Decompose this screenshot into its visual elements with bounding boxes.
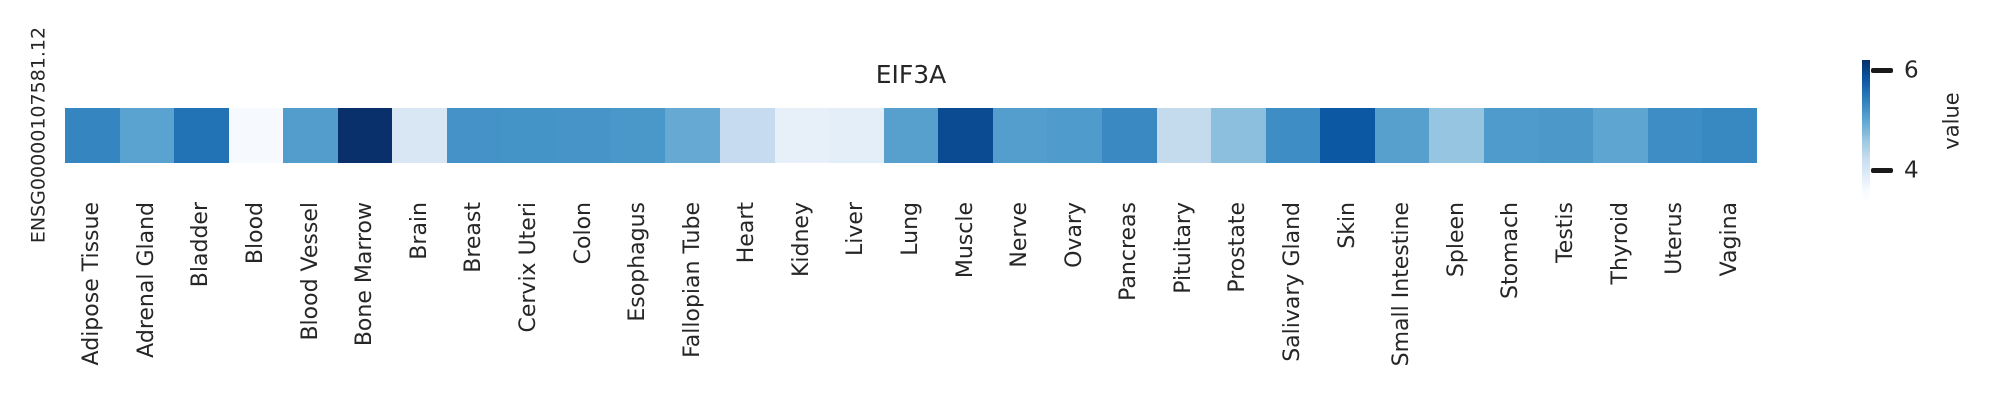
chart-title: EIF3A [875, 60, 947, 89]
heatmap-cell [610, 108, 666, 163]
x-tick-label: Brain [406, 202, 432, 260]
heatmap-cell [1320, 108, 1375, 163]
x-tick-label: Muscle [952, 202, 978, 279]
heatmap-cell [174, 108, 229, 163]
heatmap-cell [719, 108, 775, 163]
x-tick-label: Skin [1334, 202, 1360, 249]
x-tick-label: Prostate [1225, 202, 1251, 293]
heatmap-cell [1047, 108, 1102, 163]
x-tick-label: Adipose Tissue [79, 202, 105, 366]
colorbar-axis-label: value [1939, 92, 1964, 150]
x-tick-label: Esophagus [625, 202, 651, 322]
heatmap-cell [283, 108, 338, 163]
heatmap-cell [1484, 108, 1539, 163]
x-tick-label: Blood Vessel [297, 202, 323, 341]
heatmap-cell [938, 108, 993, 163]
colorbar-extend-triangle [1862, 190, 1870, 208]
heatmap-cell [992, 108, 1048, 163]
x-tick-label: Ovary [1061, 202, 1087, 268]
heatmap-cell [1265, 108, 1321, 163]
heatmap-cell [556, 108, 611, 163]
x-tick-label: Bone Marrow [352, 202, 378, 347]
heatmap-cell [774, 108, 830, 163]
heatmap-cell [829, 108, 884, 163]
heatmap-cell [1211, 108, 1266, 163]
heatmap-cell [119, 108, 175, 163]
x-tick-label: Breast [461, 202, 487, 273]
colorbar-tick-mark-4 [1871, 168, 1893, 173]
heatmap-cell [228, 108, 284, 163]
x-tick-label: Bladder [188, 202, 214, 288]
heatmap-cell [392, 108, 448, 163]
x-tick-label: Colon [570, 202, 596, 265]
x-tick-label: Kidney [788, 202, 814, 278]
colorbar-tick-label-6: 6 [1904, 57, 1919, 84]
x-tick-label: Thyroid [1607, 202, 1633, 285]
x-tick-label: Liver [843, 202, 869, 256]
heatmap-cell [1429, 108, 1485, 163]
x-tick-label: Pituitary [1170, 202, 1196, 294]
x-tick-label: Pancreas [1116, 202, 1142, 301]
heatmap-row [65, 108, 1757, 163]
heatmap-cell [883, 108, 939, 163]
x-tick-label: Heart [734, 202, 760, 264]
x-tick-label: Salivary Gland [1280, 202, 1306, 362]
x-tick-label: Testis [1552, 202, 1578, 263]
x-tick-label: Cervix Uteri [515, 202, 541, 333]
heatmap-cell [337, 108, 393, 163]
heatmap-cell [1156, 108, 1212, 163]
heatmap-cell [1702, 108, 1757, 163]
heatmap-cell [1647, 108, 1703, 163]
x-tick-label: Blood [243, 202, 269, 265]
heatmap-cell [1593, 108, 1648, 163]
x-tick-label: Nerve [1007, 202, 1033, 268]
x-tick-label: Lung [898, 202, 923, 256]
heatmap-cell [447, 108, 502, 163]
heatmap-cell [501, 108, 557, 163]
x-tick-label: Spleen [1443, 202, 1469, 278]
heatmap-cell [1101, 108, 1157, 163]
y-row-label: ENSG00000107581.12 [27, 26, 50, 244]
heatmap-cell [665, 108, 720, 163]
x-tick-label: Adrenal Gland [133, 202, 159, 358]
x-tick-label: Vagina [1716, 202, 1742, 277]
heatmap-cell [1538, 108, 1594, 163]
heatmap-cell [1374, 108, 1430, 163]
colorbar-gradient [1862, 60, 1870, 190]
colorbar-tick-label-4: 4 [1904, 157, 1919, 184]
heatmap-cell [65, 108, 120, 163]
colorbar-tick-mark-6 [1871, 68, 1893, 73]
x-tick-label: Stomach [1498, 202, 1524, 300]
x-tick-label: Uterus [1662, 202, 1688, 275]
x-tick-label: Fallopian Tube [679, 202, 705, 358]
x-tick-label: Small Intestine [1389, 202, 1415, 367]
